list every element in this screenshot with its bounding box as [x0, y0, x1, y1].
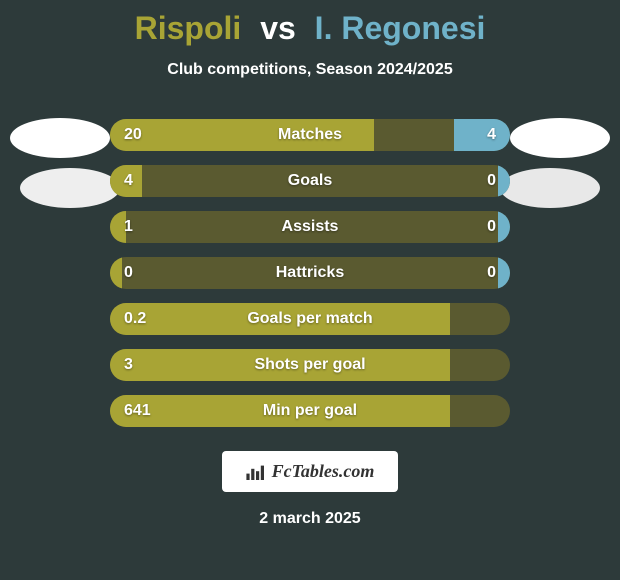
bar-value-left: 641: [124, 402, 151, 420]
bar-value-left: 3: [124, 356, 133, 374]
club-icon-right-1: [510, 118, 610, 158]
club-icon-left-1: [10, 118, 110, 158]
bar-value-left: 1: [124, 218, 133, 236]
bar-value-left: 20: [124, 126, 142, 144]
bar-value-right: 0: [487, 172, 496, 190]
title-player2: I. Regonesi: [315, 10, 486, 46]
stat-bar-row: Shots per goal3: [110, 349, 510, 381]
title: Rispoli vs I. Regonesi: [135, 10, 486, 47]
bar-label: Min per goal: [110, 402, 510, 420]
bar-label: Hattricks: [110, 264, 510, 282]
bar-label: Goals: [110, 172, 510, 190]
subtitle: Club competitions, Season 2024/2025: [167, 61, 452, 79]
bar-label: Assists: [110, 218, 510, 236]
club-icon-right-2: [500, 168, 600, 208]
bar-value-left: 4: [124, 172, 133, 190]
bar-value-right: 0: [487, 264, 496, 282]
bar-value-right: 4: [487, 126, 496, 144]
stat-bar-row: Matches20 4: [110, 119, 510, 151]
stat-bar-row: Hattricks0 0: [110, 257, 510, 289]
watermark: FcTables.com: [222, 451, 399, 492]
barchart-icon: [246, 464, 266, 480]
title-player1: Rispoli: [135, 10, 242, 46]
stat-bars: Matches204Goals40Assists10Hattricks00Goa…: [110, 119, 510, 427]
bar-value-left: 0.2: [124, 310, 146, 328]
bar-value-left: 0: [124, 264, 133, 282]
bar-value-right: 0: [487, 218, 496, 236]
comparison-card: Rispoli vs I. Regonesi Club competitions…: [0, 0, 620, 580]
date: 2 march 2025: [259, 510, 360, 528]
bar-label: Goals per match: [110, 310, 510, 328]
bar-label: Matches: [110, 126, 510, 144]
title-vs: vs: [260, 10, 296, 46]
stat-bar-row: Assists1 0: [110, 211, 510, 243]
club-icon-left-2: [20, 168, 120, 208]
stat-bar-row: Min per goal641: [110, 395, 510, 427]
stat-bar-row: Goals4 0: [110, 165, 510, 197]
stat-bar-row: Goals per match0.2: [110, 303, 510, 335]
watermark-text: FcTables.com: [272, 461, 375, 482]
bar-label: Shots per goal: [110, 356, 510, 374]
